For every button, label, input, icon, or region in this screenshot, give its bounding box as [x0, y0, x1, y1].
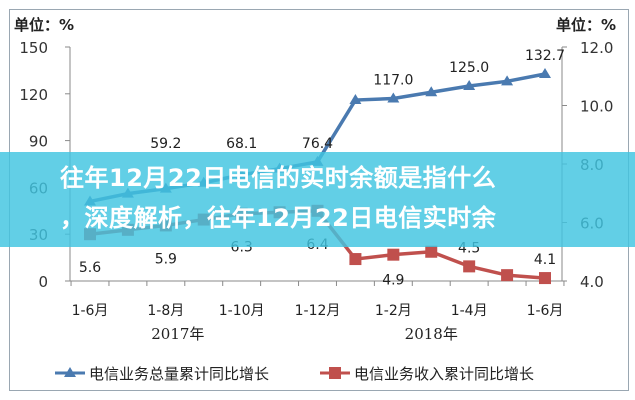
data-label: 5.6	[79, 260, 101, 276]
series-point	[387, 248, 400, 261]
left-tick-label: 90	[29, 133, 48, 151]
series-point	[463, 80, 476, 90]
data-label: 76.4	[302, 136, 333, 152]
series-point	[463, 260, 476, 273]
data-label: 4.9	[382, 273, 404, 289]
year-label: 2017年	[151, 325, 204, 343]
data-label: 117.0	[373, 72, 413, 88]
title-banner: 往年12月22日电信的实时余额是指什么 ，深度解析，往年12月22日电信实时余	[0, 152, 635, 247]
x-tick-label: 1-2月	[375, 303, 412, 319]
x-tick-label: 1-8月	[147, 303, 184, 319]
series-point	[387, 92, 400, 103]
legend-marker	[329, 367, 341, 379]
right-tick-label: 12.0	[580, 39, 613, 57]
series-point	[425, 86, 438, 97]
series-point	[539, 67, 551, 78]
x-tick-label: 1-4月	[451, 303, 488, 319]
series-point	[501, 269, 514, 282]
banner-line-2: ，深度解析，往年12月22日电信实时余	[60, 204, 497, 232]
right-tick-label: 10.0	[580, 98, 613, 116]
series-point	[349, 253, 362, 266]
left-tick-label: 0	[38, 273, 48, 291]
right-tick-label: 4.0	[580, 273, 604, 291]
legend-label: 电信业务总量累计同比增长	[89, 365, 269, 383]
series-point	[539, 272, 551, 285]
x-tick-label: 1-10月	[219, 303, 265, 319]
data-label: 132.7	[525, 48, 565, 64]
banner-line-1: 往年12月22日电信的实时余额是指什么	[60, 164, 497, 192]
legend-label: 电信业务收入累计同比增长	[354, 365, 534, 383]
series-point	[349, 94, 362, 105]
x-tick-label: 1-6月	[72, 303, 109, 319]
x-tick-label: 1-12月	[295, 303, 341, 319]
data-label: 4.1	[534, 252, 556, 268]
series-point	[501, 75, 514, 86]
data-label: 5.9	[155, 251, 177, 267]
data-label: 68.1	[226, 136, 257, 152]
right-unit-label: 单位：%	[556, 16, 617, 34]
data-label: 59.2	[150, 136, 181, 152]
x-tick-label: 1-6月	[527, 303, 564, 319]
year-label: 2018年	[405, 325, 458, 343]
series-point	[425, 245, 438, 258]
left-unit-label: 单位：%	[14, 16, 75, 34]
left-tick-label: 150	[19, 39, 48, 57]
data-label: 125.0	[449, 60, 489, 76]
legend-marker	[64, 367, 76, 377]
left-tick-label: 120	[19, 86, 48, 104]
